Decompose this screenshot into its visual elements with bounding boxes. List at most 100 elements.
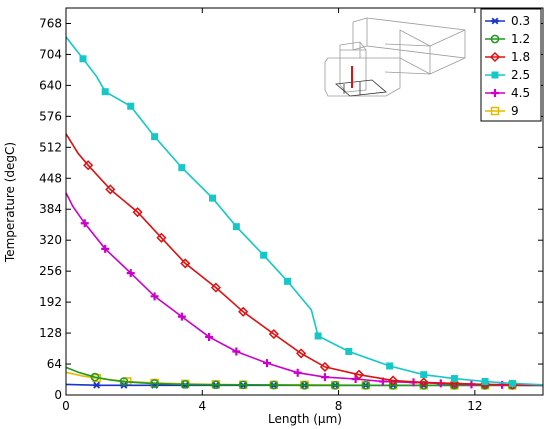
y-tick-label-0: 0 bbox=[54, 388, 62, 402]
data-point-2.5-15 bbox=[508, 379, 516, 387]
data-point-2.5-12 bbox=[420, 371, 428, 379]
legend-label: 2.5 bbox=[511, 68, 530, 82]
series-1.8 bbox=[65, 133, 544, 390]
data-point-2.5-2 bbox=[127, 102, 135, 110]
data-point-1.2-8 bbox=[330, 380, 340, 390]
legend-box bbox=[480, 8, 542, 122]
data-point-2.5-1 bbox=[101, 88, 109, 96]
data-point-1.8-5 bbox=[210, 282, 221, 293]
legend-item-0.3: 0.3 bbox=[485, 14, 530, 28]
data-point-1.2-9 bbox=[361, 380, 371, 390]
legend-label: 4.5 bbox=[511, 86, 530, 100]
axis-ticks: 0 4 8 12 0 64 128 192 256 320 384 448 512 576 640 704 76… bbox=[39, 8, 543, 413]
legend-label: 9 bbox=[511, 104, 519, 118]
data-point-4.5-3 bbox=[150, 292, 159, 301]
data-point-2.5-4 bbox=[178, 164, 186, 172]
y-tick-label-5: 320 bbox=[39, 233, 62, 247]
data-point-1.2-7 bbox=[300, 380, 309, 390]
data-point-1.8-3 bbox=[156, 232, 167, 243]
y-tick-label-3: 192 bbox=[39, 295, 62, 309]
legend-label: 1.8 bbox=[511, 50, 530, 64]
y-tick-label-11: 704 bbox=[39, 47, 62, 61]
data-point-1.8-2 bbox=[132, 207, 143, 218]
data-point-1.8-6 bbox=[238, 306, 249, 317]
data-point-2.5-10 bbox=[345, 347, 353, 355]
series-4.5 bbox=[65, 192, 543, 389]
y-tick-label-2: 128 bbox=[39, 326, 62, 340]
data-point-1.2-6 bbox=[269, 380, 279, 390]
legend-item-1.2: 1.2 bbox=[485, 32, 530, 46]
y-tick-label-10: 640 bbox=[39, 78, 62, 92]
legend-item-4.5: 4.5 bbox=[485, 86, 530, 100]
data-point-1.8-0 bbox=[83, 160, 94, 171]
data-point-1.8-4 bbox=[180, 258, 191, 269]
data-point-2.5-14 bbox=[481, 377, 489, 385]
x-tick-label-0: 0 bbox=[62, 399, 70, 413]
x-tick-label-3: 12 bbox=[467, 399, 482, 413]
data-point-1.2-3 bbox=[180, 380, 190, 389]
data-point-1.8-11 bbox=[388, 375, 399, 386]
data-point-2.5-3 bbox=[151, 133, 159, 141]
x-tick-label-2: 8 bbox=[335, 399, 343, 413]
data-point-2.5-8 bbox=[283, 277, 291, 285]
data-point-4.5-10 bbox=[351, 375, 360, 384]
y-tick-label-1: 64 bbox=[47, 357, 62, 371]
series-line-2.5 bbox=[65, 36, 544, 386]
series-line-1.2 bbox=[65, 366, 543, 387]
data-point-1.8-12 bbox=[418, 377, 429, 388]
data-point-1.8-10 bbox=[353, 369, 365, 380]
data-point-1.2-5 bbox=[238, 380, 248, 390]
legend: 0.3 1.2 1.8 2.5 4.5 9 bbox=[480, 8, 542, 122]
y-axis-title: Temperature (degC) bbox=[3, 142, 17, 263]
data-point-4.5-5 bbox=[205, 332, 214, 341]
data-point-1.2-1 bbox=[119, 377, 129, 386]
data-point-4.5-0 bbox=[80, 219, 89, 228]
series-line-1.8 bbox=[65, 133, 544, 387]
data-point-2.5-7 bbox=[260, 251, 268, 259]
y-tick-label-12: 768 bbox=[39, 16, 62, 30]
x-axis-title: Length (µm) bbox=[268, 412, 342, 426]
plot-frame bbox=[65, 7, 544, 396]
x-tick-label-1: 4 bbox=[198, 399, 206, 413]
data-point-2.5-0 bbox=[79, 55, 87, 63]
y-tick-label-8: 512 bbox=[39, 140, 62, 154]
data-point-2.5-11 bbox=[386, 362, 394, 370]
legend-item-9: 9 bbox=[485, 104, 519, 118]
data-point-4.5-1 bbox=[101, 244, 110, 253]
series-line-4.5 bbox=[65, 192, 543, 387]
data-point-4.5-6 bbox=[232, 347, 241, 356]
legend-marker bbox=[491, 89, 499, 97]
data-point-4.5-4 bbox=[177, 312, 186, 321]
data-point-1.8-7 bbox=[268, 328, 279, 340]
data-point-2.5-13 bbox=[450, 375, 458, 383]
geometry-inset-figure bbox=[324, 17, 466, 97]
data-point-2.5-5 bbox=[209, 194, 217, 202]
data-point-2.5-9 bbox=[314, 332, 322, 340]
y-tick-label-6: 384 bbox=[39, 202, 62, 216]
y-tick-label-4: 256 bbox=[39, 264, 62, 278]
y-tick-label-9: 576 bbox=[39, 109, 62, 123]
legend-marker bbox=[490, 34, 500, 44]
legend-label: 1.2 bbox=[511, 32, 530, 46]
data-point-1.2-0 bbox=[90, 372, 100, 382]
legend-marker bbox=[490, 106, 500, 116]
data-point-4.5-2 bbox=[126, 269, 135, 278]
data-point-1.8-9 bbox=[319, 361, 331, 373]
data-point-4.5-8 bbox=[293, 368, 302, 377]
legend-marker bbox=[491, 71, 499, 79]
data-point-1.8-8 bbox=[296, 348, 307, 359]
legend-label: 0.3 bbox=[511, 14, 530, 28]
legend-marker bbox=[489, 51, 501, 63]
data-point-1.8-1 bbox=[105, 184, 116, 195]
legend-marker bbox=[491, 17, 499, 25]
data-point-4.5-7 bbox=[263, 359, 272, 368]
legend-item-2.5: 2.5 bbox=[485, 68, 530, 82]
data-point-1.8-13 bbox=[449, 378, 460, 389]
legend-item-1.8: 1.8 bbox=[485, 50, 530, 64]
y-tick-label-7: 448 bbox=[39, 171, 62, 185]
series-2.5 bbox=[65, 36, 544, 387]
legend-items: 0.3 1.2 1.8 2.5 4.5 9 bbox=[485, 14, 530, 118]
series-layer bbox=[65, 36, 544, 390]
data-point-0.3-0 bbox=[92, 381, 101, 389]
